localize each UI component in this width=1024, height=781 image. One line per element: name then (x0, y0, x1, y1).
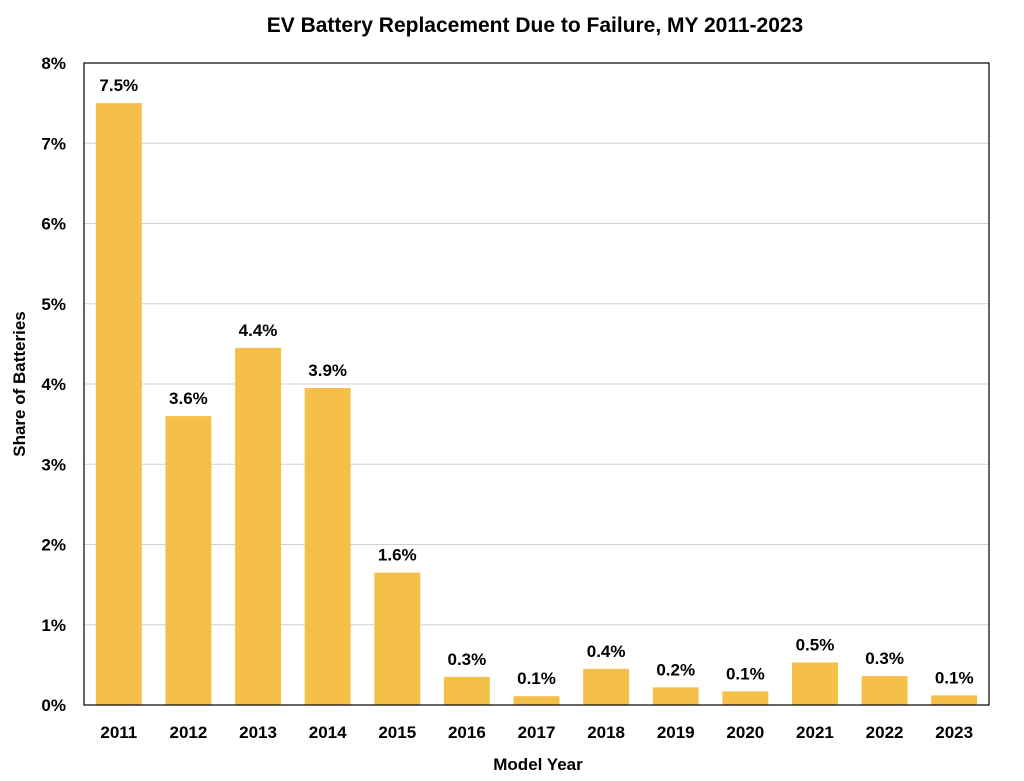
y-tick-label: 0% (41, 696, 66, 715)
x-tick-label: 2011 (100, 723, 137, 742)
x-tick-label: 2018 (587, 723, 625, 742)
y-tick-label: 7% (41, 134, 66, 153)
x-tick-label: 2020 (726, 723, 764, 742)
y-axis-title: Share of Batteries (10, 311, 29, 457)
x-tick-label: 2022 (866, 723, 904, 742)
x-tick-label: 2017 (518, 723, 556, 742)
bar-2022 (861, 676, 908, 705)
data-labels: 7.5% 3.6% 4.4% 3.9% 1.6% 0.3% 0.1% 0.4% 0.2% 0.1%… (99, 76, 973, 688)
bar-2011 (95, 103, 142, 705)
bar-2021 (791, 662, 838, 705)
bar-2023 (931, 695, 978, 705)
x-tick-label: 2021 (796, 723, 834, 742)
data-label-2019: 0.2% (656, 660, 695, 679)
y-tick-label: 3% (41, 455, 66, 474)
chart-title: EV Battery Replacement Due to Failure, M… (267, 14, 804, 37)
bar-2017 (513, 696, 560, 705)
x-axis-ticks: 2011 2012 2013 2014 2015 2016 2017 2018 2019 2020… (100, 723, 973, 742)
x-tick-label: 2013 (239, 723, 277, 742)
y-tick-label: 2% (41, 536, 66, 555)
bar-2019 (652, 687, 699, 705)
data-label-2023: 0.1% (935, 668, 974, 687)
bar-2014 (304, 388, 351, 705)
x-tick-label: 2015 (378, 723, 416, 742)
data-label-2014: 3.9% (308, 361, 347, 380)
data-label-2016: 0.3% (448, 650, 487, 669)
data-label-2022: 0.3% (865, 649, 904, 668)
data-label-2021: 0.5% (796, 635, 835, 654)
bar-2016 (443, 676, 490, 705)
y-tick-label: 6% (41, 215, 66, 234)
data-label-2020: 0.1% (726, 664, 765, 683)
data-label-2018: 0.4% (587, 642, 626, 661)
y-tick-label: 8% (41, 54, 66, 73)
bar-2018 (583, 668, 630, 705)
bar-2012 (165, 416, 212, 705)
gridlines (84, 142, 989, 626)
x-tick-label: 2019 (657, 723, 695, 742)
y-tick-label: 5% (41, 295, 66, 314)
plot-area-frame (83, 62, 990, 706)
bar-2013 (235, 347, 282, 705)
data-label-2013: 4.4% (239, 321, 278, 340)
bars (95, 103, 978, 705)
bar-2020 (722, 691, 769, 705)
x-tick-label: 2014 (309, 723, 347, 742)
data-label-2012: 3.6% (169, 389, 208, 408)
y-axis-ticks: 0% 1% 2% 3% 4% 5% 6% 7% 8% (41, 54, 66, 715)
y-tick-label: 4% (41, 375, 66, 394)
x-tick-label: 2016 (448, 723, 486, 742)
data-label-2011: 7.5% (99, 76, 138, 95)
y-tick-label: 1% (41, 616, 66, 635)
data-label-2015: 1.6% (378, 546, 417, 565)
x-tick-label: 2012 (170, 723, 208, 742)
data-label-2017: 0.1% (517, 669, 556, 688)
x-tick-label: 2023 (935, 723, 973, 742)
x-axis-title: Model Year (493, 755, 583, 774)
bar-2015 (374, 572, 421, 705)
